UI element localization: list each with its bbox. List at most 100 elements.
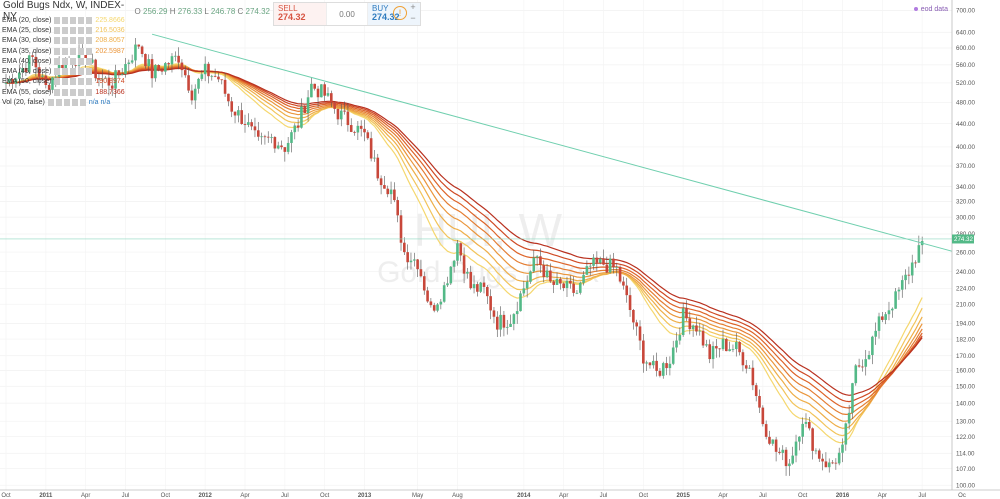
indicator-controls-icon[interactable] [54, 78, 93, 86]
indicator-controls-icon[interactable] [54, 47, 93, 55]
indicator-value: 190.8974 [95, 78, 125, 86]
price-tick-label: 122.00 [956, 434, 975, 441]
indicator-row[interactable]: EMA (30, close) 208.8057 [2, 36, 125, 46]
candle-body [276, 145, 280, 149]
time-tick-label: Apr [718, 493, 727, 499]
indicator-value: 208.8057 [95, 37, 125, 45]
candle-body [154, 65, 157, 79]
sell-button[interactable]: SELL 274.32 [274, 3, 327, 25]
candle-body [827, 462, 831, 468]
candle-body [489, 296, 492, 311]
minus-icon[interactable]: − [410, 13, 416, 23]
candle-body [419, 269, 423, 277]
indicator-row[interactable]: Vol (20, false) n/a n/a [2, 97, 125, 107]
candle-body [788, 463, 791, 467]
last-price-box [952, 234, 974, 244]
candle-body [774, 439, 778, 452]
candle-body [193, 88, 197, 101]
time-tick-label: Oct [1, 493, 11, 499]
candle-body [492, 310, 496, 317]
indicator-controls-icon[interactable] [54, 88, 93, 96]
plus-icon[interactable]: + [410, 2, 416, 12]
spread-value: 0.00 [339, 9, 355, 19]
candle-body [565, 280, 569, 289]
candle-body [369, 138, 373, 159]
candle-body [47, 84, 51, 90]
buy-label: BUY [372, 4, 389, 13]
indicator-row[interactable]: EMA (40, close) [2, 56, 125, 66]
candle-body [778, 451, 781, 453]
candle-body [74, 63, 78, 66]
indicator-row[interactable]: EMA (25, close) 216.5036 [2, 25, 125, 35]
candle-body [542, 264, 546, 278]
indicator-controls-icon[interactable] [54, 26, 93, 34]
candle-body [834, 462, 838, 464]
candle-body [499, 314, 502, 330]
candle-body [31, 55, 34, 57]
candle-body [343, 110, 346, 112]
candle-body [120, 73, 124, 75]
indicator-value: n/a n/a [88, 99, 111, 107]
candle-body [549, 270, 552, 282]
candle-body [851, 383, 854, 413]
candle-body [900, 280, 904, 290]
time-tick-label: Oct [320, 493, 330, 499]
candle-body [804, 421, 808, 424]
indicator-controls-icon[interactable] [54, 57, 93, 65]
candle-body [881, 316, 884, 320]
candle-body [897, 289, 901, 292]
candle-body [705, 344, 708, 346]
indicator-row[interactable]: EMA (55, close) 188.7366 [2, 87, 125, 97]
symbol-title[interactable]: Gold Bugs Ndx, W, INDEX-NY [3, 0, 125, 22]
time-tick-label: 2012 [198, 493, 212, 499]
candle-body [612, 258, 615, 268]
candle-body [187, 75, 190, 91]
indicator-row[interactable]: EMA (35, close) 202.5987 [2, 46, 125, 56]
indicator-controls-icon[interactable] [54, 37, 93, 45]
candle-body [794, 441, 798, 456]
candle-body [562, 283, 565, 289]
indicator-row[interactable]: EMA (45, close) [2, 66, 125, 76]
candle-body [396, 200, 399, 216]
indicator-row[interactable]: EMA (20, close) 225.8666 [2, 15, 125, 25]
candle-body [798, 436, 801, 442]
candle-body [41, 75, 44, 77]
candle-body [117, 70, 121, 75]
price-tick-label: 182.00 [956, 336, 975, 343]
candle-body [459, 243, 463, 256]
candle-body [336, 108, 340, 120]
candle-body [134, 44, 137, 61]
indicator-row[interactable]: EMA (50, close) 190.8974 [2, 77, 125, 87]
quantity-stepper[interactable]: + − [408, 2, 418, 24]
candle-body [874, 330, 877, 337]
candle-body [127, 62, 131, 65]
candle-body [519, 293, 522, 312]
time-axis[interactable]: Oct 2011 Apr Jul Oct 2012 Apr Jul Oct 2013 May Aug 2… [1, 493, 966, 499]
indicator-controls-icon[interactable] [54, 16, 93, 24]
time-tick-label: Oc [958, 493, 966, 499]
candle-body [771, 439, 775, 444]
candle-body [904, 274, 907, 281]
grid [0, 0, 963, 490]
indicator-controls-icon[interactable] [54, 68, 93, 76]
candle-body [595, 257, 599, 263]
candle-body [731, 349, 735, 350]
candle-body [197, 78, 200, 89]
indicator-controls-icon[interactable] [47, 99, 86, 107]
price-tick-label: 224.00 [956, 286, 975, 293]
time-tick-label: 2014 [517, 493, 531, 499]
indicator-value: 202.5987 [95, 47, 125, 55]
candle-body [811, 428, 814, 451]
trendline[interactable] [151, 33, 963, 255]
indicator-label: EMA (50, close) [2, 78, 52, 86]
candle-body [107, 77, 111, 86]
candle-body [585, 266, 589, 275]
candle-body [24, 68, 28, 73]
candle-body [100, 78, 104, 80]
candle-body [861, 366, 864, 368]
info-icon[interactable]: ! [393, 6, 407, 20]
candle-body [582, 274, 585, 283]
price-tick-label: 130.00 [956, 418, 975, 425]
price-axis[interactable]: 100.00 107.00 114.00 122.00 130.00 140.00 150.… [956, 8, 975, 490]
